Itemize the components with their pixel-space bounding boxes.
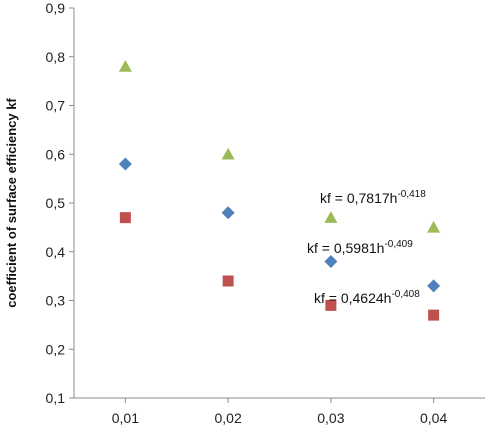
square-marker [119, 212, 131, 224]
trendline-equation: kf = 0,7817h-0,418 [320, 189, 426, 206]
diamond-marker [221, 206, 235, 220]
diamond-marker [324, 255, 338, 268]
y-tick-label: 0,7 [46, 98, 66, 114]
trendline-equation: kf = 0,4624h-0,408 [314, 289, 420, 306]
triangle-marker [118, 60, 132, 72]
markers [118, 60, 441, 321]
diamond-marker [427, 279, 441, 293]
y-tick-label: 0,8 [46, 49, 66, 65]
y-tick-label: 0,3 [46, 293, 66, 309]
triangle-marker [324, 211, 338, 223]
y-ticks: 0,1 0,2 0,3 0,4 0,5 0,6 0,7 0,8 0,9 [46, 0, 74, 406]
y-tick-label: 0,9 [46, 0, 66, 16]
y-tick-label: 0,6 [46, 146, 66, 162]
plot-area [73, 8, 485, 399]
diamond-marker [118, 157, 132, 171]
x-tick-label: 0,01 [112, 410, 139, 426]
x-tick-label: 0,04 [420, 410, 447, 426]
x-ticks: 0,01 0,02 0,03 0,04 [112, 398, 447, 426]
y-tick-label: 0,4 [46, 244, 66, 260]
x-tick-label: 0,02 [215, 410, 242, 426]
y-axis-label: coefficient of surface efficiency kf [4, 98, 19, 308]
square-marker [325, 299, 337, 311]
equations: kf = 0,7817h-0,418 kf = 0,5981h-0,409 kf =… [307, 189, 426, 306]
trendline-equation: kf = 0,5981h-0,409 [307, 239, 413, 256]
x-tick-label: 0,03 [317, 410, 344, 426]
y-tick-label: 0,1 [46, 390, 66, 406]
triangle-marker [221, 147, 235, 160]
triangle-marker [427, 220, 441, 233]
square-marker [222, 275, 234, 287]
square-marker [428, 309, 440, 321]
y-tick-label: 0,5 [46, 195, 66, 211]
y-tick-label: 0,2 [46, 341, 66, 357]
